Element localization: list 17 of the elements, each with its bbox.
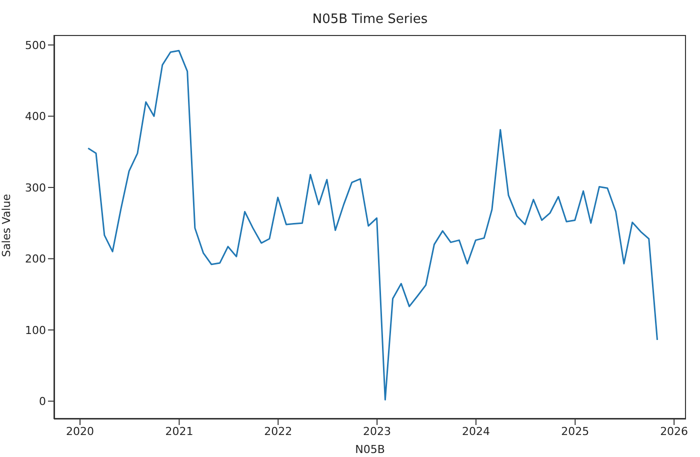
y-tick-label: 200 (25, 252, 46, 266)
chart-title: N05B Time Series (311, 12, 429, 27)
y-tick-label: 0 (39, 395, 46, 408)
y-tick-label: 500 (25, 38, 46, 52)
y-tick-label: 300 (25, 181, 46, 194)
x-tick-label: 2024 (462, 424, 490, 438)
x-tick-label: 2022 (264, 424, 292, 438)
x-tick-label: 2021 (165, 424, 194, 438)
y-tick-label: 100 (25, 324, 46, 337)
x-tick-label: 2020 (66, 424, 94, 438)
x-tick-label: 2025 (561, 424, 590, 438)
y-axis-title: Sales Value (0, 194, 13, 257)
x-tick-label: 2026 (660, 424, 688, 438)
x-axis-title: N05B (355, 443, 385, 456)
line-series (87, 50, 658, 401)
y-tick-label: 400 (25, 110, 46, 124)
x-tick-label: 2023 (363, 424, 392, 438)
